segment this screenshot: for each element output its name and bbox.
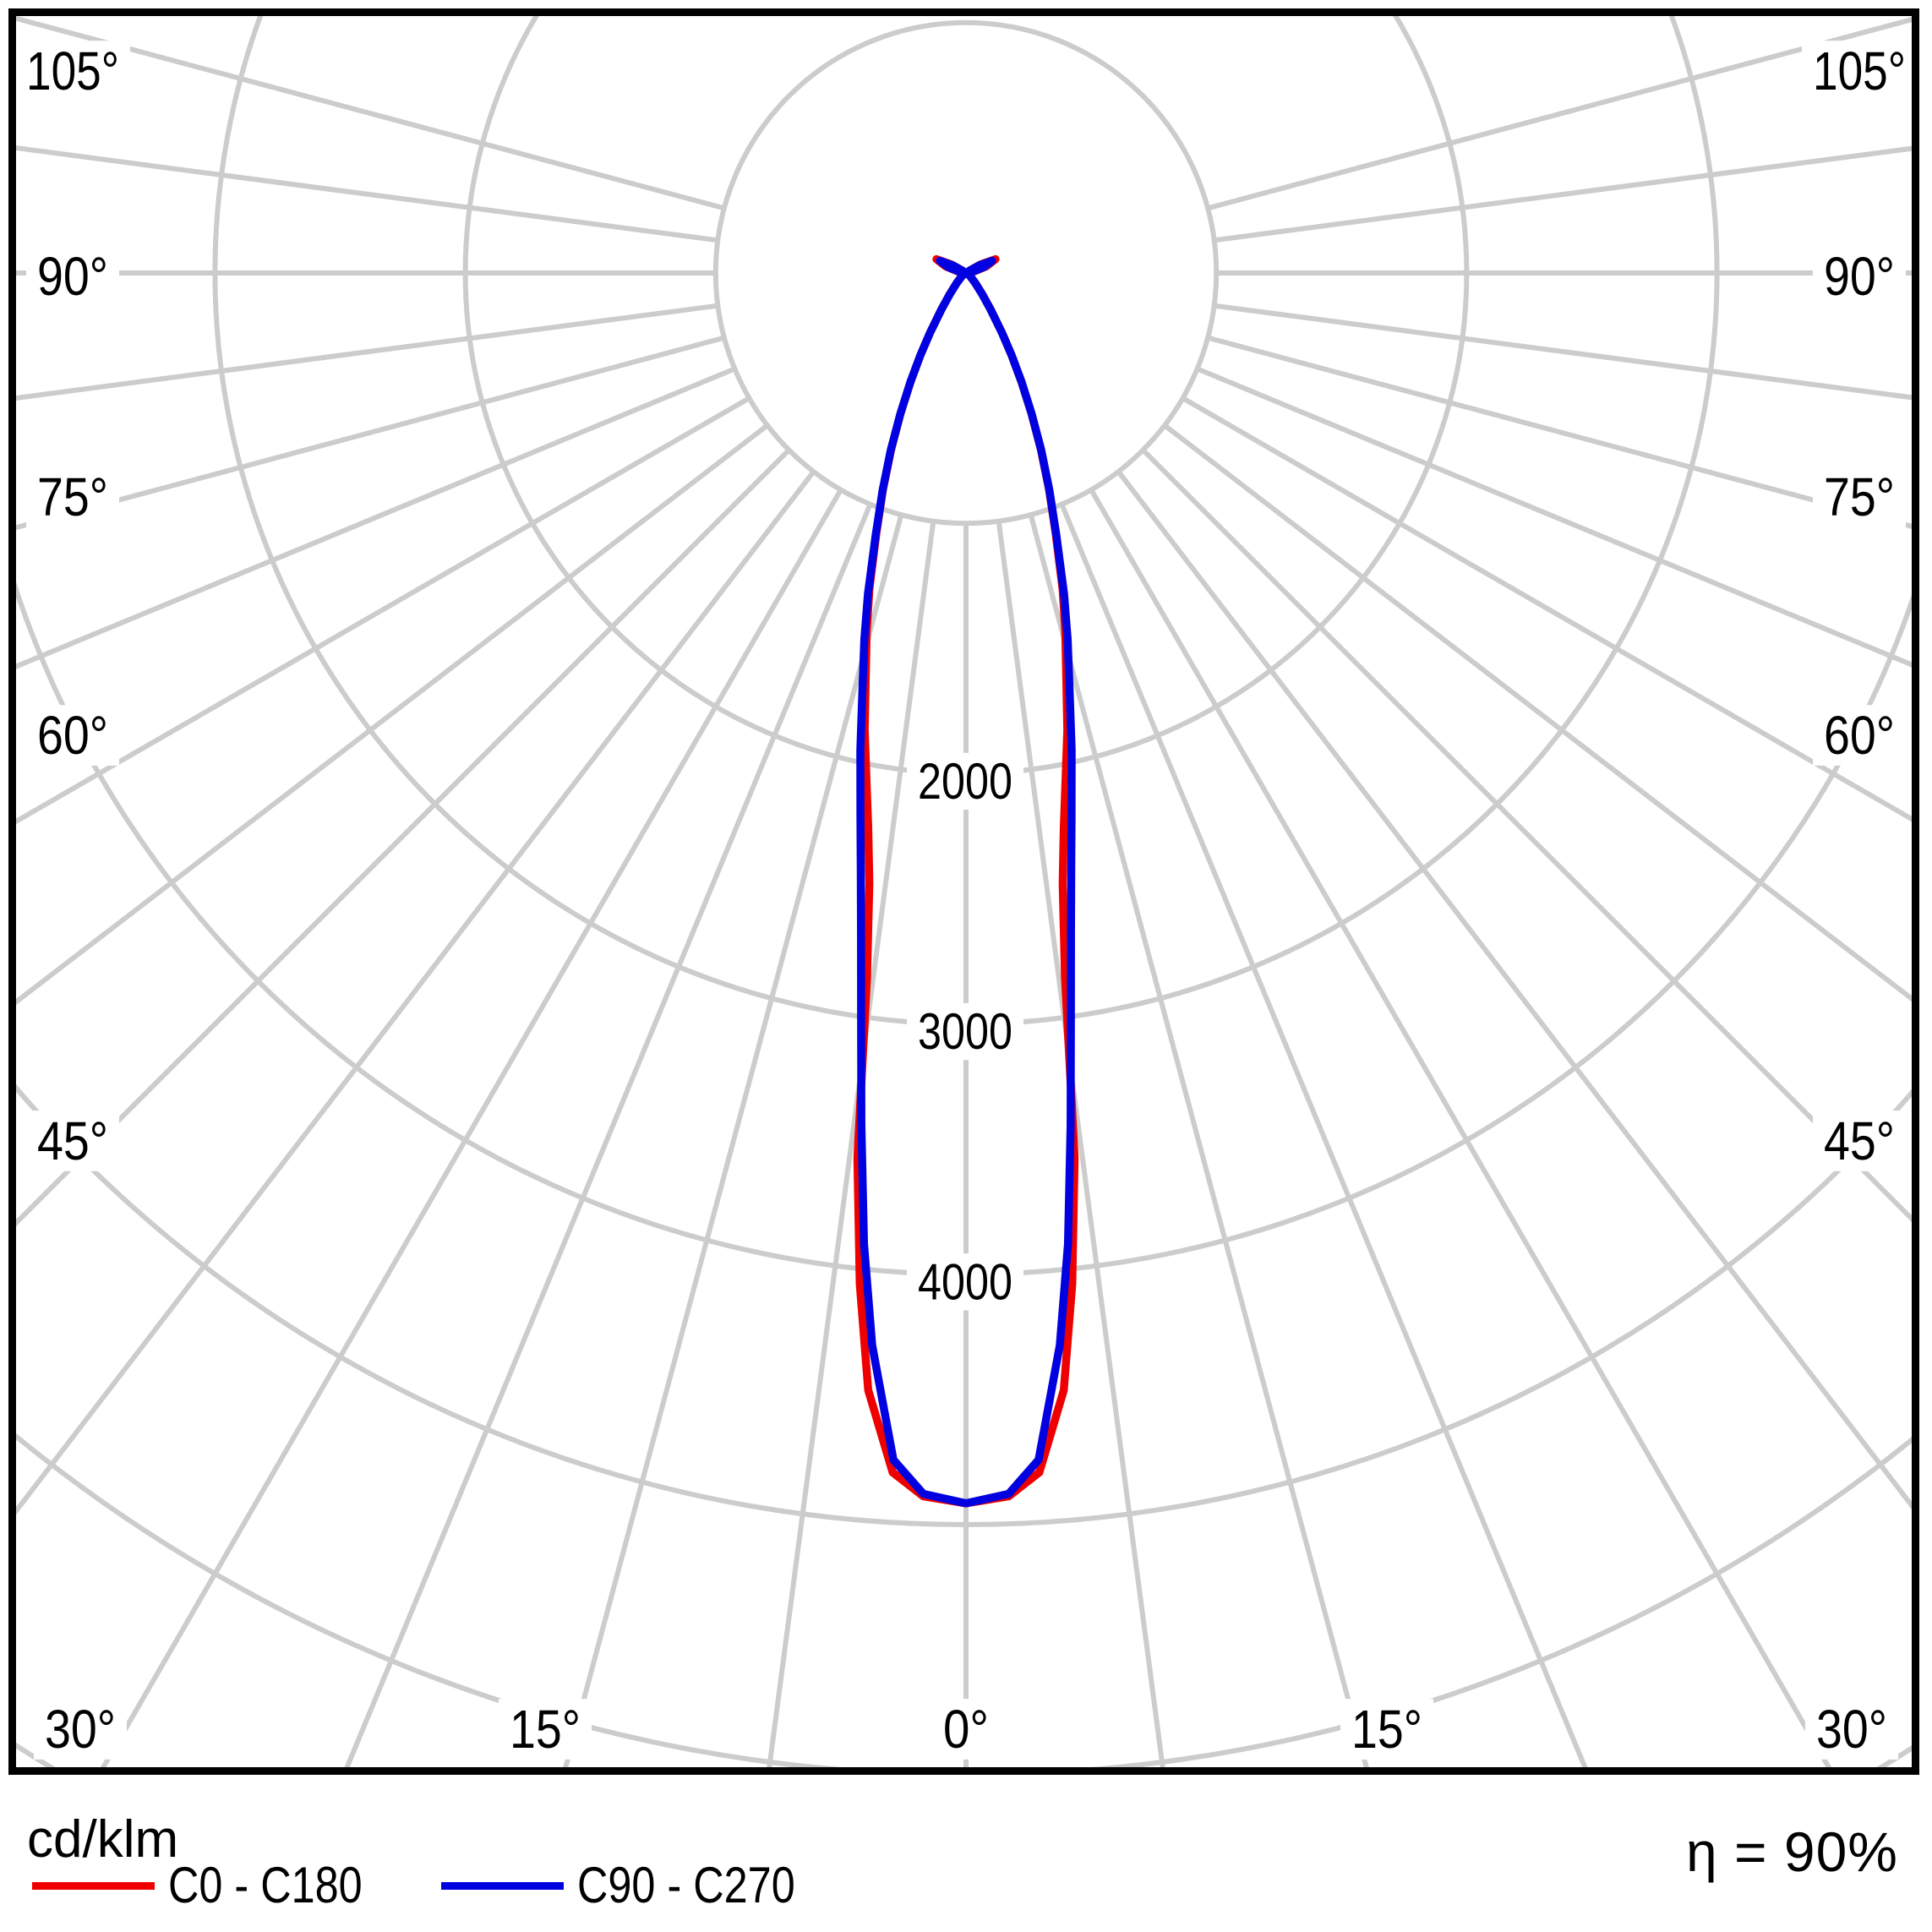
grid-ray--30	[100, 488, 843, 1767]
grid-ray--105	[16, 16, 725, 211]
grid-ray-7.5	[996, 521, 1165, 1767]
unit-label: cd/klm	[27, 1810, 179, 1869]
grid-ray-45	[1141, 448, 1912, 1223]
legend: C0 - C180 C90 - C270	[32, 1860, 837, 1911]
legend-item-c90-c270: C90 - C270	[441, 1860, 837, 1911]
legend-label-c90-c270: C90 - C270	[577, 1857, 796, 1913]
grid-ray--22.5	[344, 503, 873, 1767]
grid-ray--52.5	[16, 423, 769, 1006]
angle-label-left-45-bg	[26, 1111, 119, 1171]
grid-ray--97.5	[16, 145, 718, 243]
grid-ray-30	[1089, 488, 1832, 1767]
angle-label-right-60: 60°	[1824, 705, 1895, 766]
radial-label-2000-bg	[907, 752, 1023, 810]
angle-label-right-90: 90°	[1824, 246, 1895, 307]
angle-label-right-105: 105°	[1813, 41, 1906, 101]
grid-ray--45	[16, 448, 791, 1227]
efficiency-label: η = 90%	[1685, 1820, 1898, 1883]
grid-ray--7.5	[767, 521, 936, 1767]
grid-ray--75	[16, 335, 725, 531]
angle-label-right-45: 45°	[1824, 1111, 1895, 1171]
axis-labels: 0° 15° 15° 30° 30° 45° 45° 60° 60° 75° 75° 90° 90° 10…	[15, 41, 1917, 1760]
angle-label-left-60: 60°	[37, 705, 108, 766]
legend-swatch-c0-c180	[32, 1881, 155, 1890]
angle-label-left-15-bg	[499, 1699, 592, 1760]
angle-label-left-105-bg	[15, 41, 130, 101]
angle-label-right-75: 75°	[1824, 467, 1895, 527]
grid-ray-105	[1207, 17, 1912, 211]
legend-item-c0-c180: C0 - C180	[32, 1860, 399, 1911]
grid-ray--15	[563, 514, 904, 1767]
angle-label-right-30: 30°	[1816, 1699, 1887, 1760]
angle-label-right-45-bg	[1813, 1111, 1906, 1171]
angle-label-right-30-bg	[1805, 1699, 1898, 1760]
angle-label-right-15-bg	[1340, 1699, 1433, 1760]
grid-ray-67.5	[1196, 366, 1912, 668]
grid-ray-15	[1028, 514, 1369, 1767]
angle-label-left-75-bg	[26, 467, 119, 527]
grid-ray--37.5	[16, 470, 816, 1515]
grid-ray--82.5	[16, 303, 718, 401]
grid-ray-22.5	[1059, 503, 1588, 1767]
grid-ray-97.5	[1214, 145, 1912, 243]
grid-ray-82.5	[1214, 303, 1912, 401]
angle-label-left-75: 75°	[37, 467, 108, 527]
angle-label-left-105: 105°	[26, 41, 119, 101]
angle-label-left-30: 30°	[45, 1699, 116, 1760]
radial-label-4000-bg	[907, 1253, 1023, 1311]
curve-c90-c270	[856, 256, 1076, 1508]
angle-label-left-90-bg	[26, 246, 119, 307]
angle-label-0-bg	[932, 1699, 1000, 1760]
plot-frame	[8, 8, 1919, 1775]
angle-label-right-75-bg	[1813, 467, 1906, 527]
grid-ray--60	[16, 396, 750, 825]
grid-ray--67.5	[16, 366, 736, 669]
angle-label-right-15: 15°	[1351, 1699, 1422, 1760]
angle-label-left-45: 45°	[37, 1111, 108, 1171]
angle-label-left-30-bg	[34, 1699, 127, 1760]
angle-label-left-15: 15°	[510, 1699, 581, 1760]
legend-swatch-c90-c270	[441, 1881, 565, 1890]
radial-label-2000: 2000	[918, 753, 1012, 810]
angle-label-left-60-bg	[26, 705, 119, 766]
radial-label-4000: 4000	[918, 1253, 1012, 1310]
legend-label-c0-c180: C0 - C180	[168, 1857, 363, 1913]
angle-label-0: 0°	[943, 1699, 989, 1760]
radial-label-3000: 3000	[918, 1003, 1012, 1060]
angle-label-right-60-bg	[1813, 705, 1906, 766]
angle-label-right-105-bg	[1802, 41, 1917, 101]
grid-ray-75	[1207, 335, 1912, 529]
curves	[853, 254, 1079, 1508]
angle-label-right-90-bg	[1813, 246, 1906, 307]
grid-ray-60	[1182, 396, 1912, 822]
grid-ray-52.5	[1163, 423, 1912, 1002]
radial-label-3000-bg	[907, 1003, 1023, 1061]
grid-ray-37.5	[1116, 470, 1912, 1510]
angle-label-left-90: 90°	[37, 246, 108, 307]
